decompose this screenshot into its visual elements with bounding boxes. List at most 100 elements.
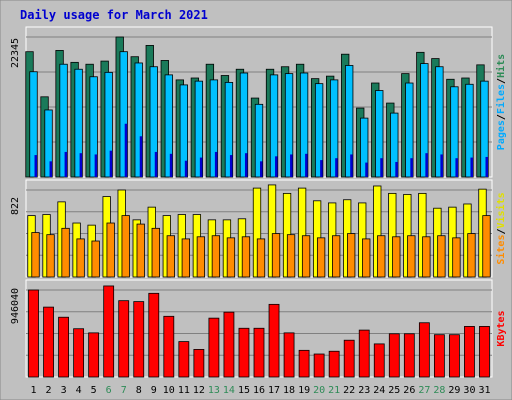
bar-files: [89, 76, 98, 178]
bar-files: [435, 66, 444, 178]
bar-sites: [362, 238, 371, 278]
bar-files: [164, 74, 173, 178]
x-axis-labels: 1 2 3 4 5 6 7 8 9 10 11 12 13 14 15 16 17 18 19 20 21 22 23 24 2…: [31, 385, 491, 396]
bar-pages: [34, 155, 38, 177]
bar-files: [299, 72, 309, 178]
bar-sites: [422, 236, 431, 278]
bar-kbytes: [298, 349, 310, 378]
x-tick-label: 23: [358, 385, 370, 396]
bar-sites: [392, 236, 401, 278]
bar-sites: [241, 236, 251, 278]
bar-files: [405, 82, 414, 178]
bar-kbytes: [208, 317, 220, 378]
bar-sites: [211, 235, 221, 278]
bar-pages: [365, 162, 368, 177]
bar-files: [345, 65, 354, 178]
bar-files: [360, 117, 369, 178]
bar-sites: [226, 237, 236, 278]
x-tick-label: 14: [223, 385, 235, 396]
bar-sites: [316, 237, 326, 278]
bar-files: [209, 79, 219, 178]
x-tick-label: 2: [46, 385, 52, 396]
legend-files: Files: [495, 84, 507, 114]
x-tick-label: 6: [106, 385, 112, 396]
bar-pages: [79, 153, 83, 177]
bar-sites: [286, 234, 296, 278]
bar-files: [119, 51, 128, 178]
x-tick-label: 4: [76, 385, 82, 396]
bar-files: [465, 83, 474, 178]
x-tick-label: 18: [283, 385, 295, 396]
bar-files: [480, 80, 489, 178]
bar-sites: [256, 238, 266, 278]
bar-sites: [347, 233, 356, 278]
bar-sites: [452, 237, 461, 278]
bar-files: [134, 62, 143, 178]
bar-pages: [139, 136, 143, 177]
x-tick-label: 22: [343, 385, 355, 396]
bar-sites: [301, 235, 311, 278]
bar-kbytes: [223, 311, 235, 378]
bar-kbytes: [253, 327, 265, 378]
bar-pages: [305, 153, 308, 177]
bar-pages: [169, 153, 173, 177]
bar-kbytes: [328, 350, 340, 378]
bar-sites: [76, 238, 85, 278]
bar-kbytes: [479, 326, 490, 378]
bar-sites: [467, 233, 476, 278]
bar-pages: [64, 151, 68, 177]
bar-kbytes: [178, 341, 190, 378]
panel-kbytes: 946040 KBytes: [10, 279, 507, 378]
kbytes-max-label: 946040: [10, 288, 21, 324]
bar-pages: [244, 153, 248, 177]
chart-title: Daily usage for March 2021: [20, 8, 208, 22]
bar-pages: [184, 160, 188, 177]
bar-files: [269, 74, 279, 178]
bar-files: [375, 90, 384, 178]
bar-files: [194, 80, 204, 178]
x-tick-label: 3: [61, 385, 67, 396]
x-tick-label: 26: [403, 385, 415, 396]
bar-kbytes: [133, 301, 145, 378]
legend-sites: Sites: [495, 235, 507, 265]
bar-sites: [482, 215, 491, 278]
visits-legend: Sites/Visits: [495, 192, 507, 264]
visits-max-label: 822: [10, 197, 21, 215]
bar-kbytes: [373, 343, 385, 378]
legend-visits: Visits: [495, 192, 507, 228]
chart-panels: 22345Pages/Files/Hits822Sites/Visits9460…: [10, 26, 507, 378]
bar-files: [450, 86, 459, 178]
bar-files: [420, 63, 429, 178]
bar-sites: [106, 222, 115, 278]
bar-sites: [271, 233, 281, 278]
x-tick-label: 1: [31, 385, 37, 396]
bar-files: [239, 72, 249, 178]
x-tick-label: 15: [238, 385, 250, 396]
x-tick-label: 13: [208, 385, 220, 396]
x-tick-label: 8: [136, 385, 142, 396]
legend-hits: Hits: [495, 54, 507, 78]
legend-separator: /: [496, 78, 507, 84]
bar-sites: [437, 235, 446, 278]
hits-max-label: 22345: [10, 38, 21, 68]
bar-kbytes: [103, 285, 115, 378]
bar-files: [179, 84, 188, 178]
bar-files: [104, 71, 113, 178]
bar-sites: [91, 240, 100, 278]
x-tick-label: 12: [193, 385, 205, 396]
bar-kbytes: [88, 332, 100, 378]
legend-pages: Pages: [496, 120, 507, 150]
bar-sites: [181, 238, 190, 278]
x-tick-label: 17: [268, 385, 280, 396]
bar-files: [314, 83, 324, 178]
legend-separator: /: [496, 228, 507, 234]
bar-kbytes: [433, 334, 445, 378]
x-tick-label: 9: [151, 385, 157, 396]
x-tick-label: 28: [433, 385, 445, 396]
bar-pages: [214, 151, 218, 177]
bar-kbytes: [28, 289, 39, 378]
bar-pages: [260, 161, 263, 177]
bar-files: [284, 73, 294, 178]
x-tick-label: 16: [253, 385, 265, 396]
